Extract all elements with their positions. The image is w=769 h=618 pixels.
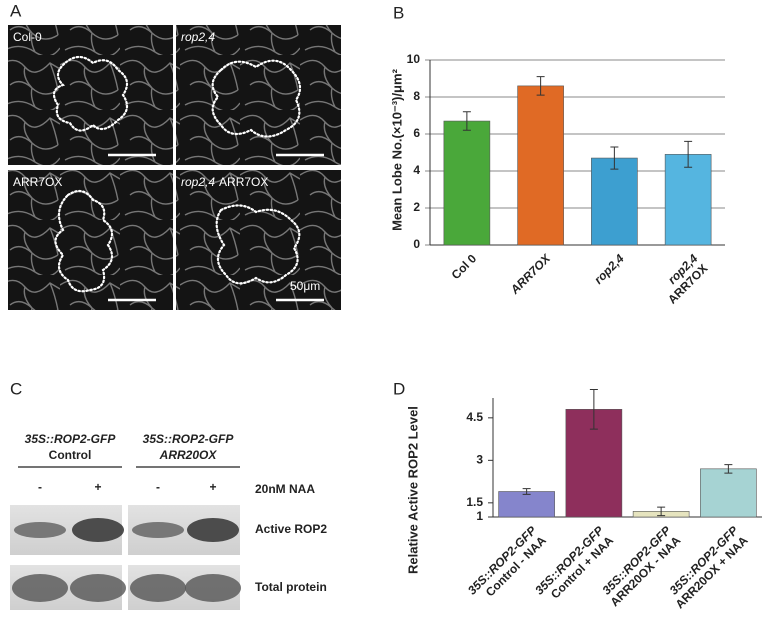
band (72, 518, 124, 542)
bar (443, 120, 491, 246)
y-tick-label: 2 (413, 200, 420, 214)
x-tick-label-line: rop2,4 (591, 251, 627, 287)
row-label: Total protein (255, 580, 327, 594)
error-bar (610, 146, 619, 170)
band (70, 574, 126, 602)
label-part: rop2,4 (181, 30, 215, 44)
band (185, 574, 241, 602)
panel-label: B (393, 3, 404, 22)
band (187, 518, 239, 542)
bar (517, 85, 564, 246)
group-label: Control (49, 448, 92, 462)
cell-outline (52, 55, 129, 132)
y-tick-label: 4 (413, 163, 420, 177)
bar (700, 468, 757, 518)
x-tick-label: rop2,4 (591, 251, 627, 287)
y-tick-label: 0 (413, 237, 420, 251)
panel-label: D (393, 379, 405, 398)
group-label: ARR20OX (159, 448, 218, 462)
band (130, 574, 186, 602)
band (132, 522, 184, 538)
error-bar (462, 111, 471, 131)
error-bar (522, 488, 531, 495)
micrograph-label: Col-0 (13, 30, 42, 44)
x-tick-label-line: ARR7OX (507, 251, 554, 298)
y-tick-label: 1 (476, 509, 483, 523)
error-bar (589, 389, 598, 430)
bar (498, 491, 555, 518)
x-tick-label: Col 0 (449, 251, 480, 282)
panel-label: C (10, 379, 22, 398)
y-axis-label: Relative Active ROP2 Level (405, 406, 420, 574)
y-tick-label: 10 (407, 52, 421, 66)
band (12, 574, 68, 602)
y-tick-label: 3 (476, 453, 483, 467)
micrograph (8, 25, 173, 165)
bar (664, 154, 712, 246)
group-label: 35S::ROP2-GFP (25, 432, 117, 446)
label-part: Col-0 (13, 30, 42, 44)
micrograph (8, 170, 173, 310)
label-part: ARR7OX (219, 175, 268, 189)
micrographs: Col-0 rop2,4 ARR7OX rop2,4 ARR7OX 50μm (8, 25, 341, 310)
cell-outline (54, 189, 114, 293)
lane-label: + (94, 480, 101, 494)
micrograph-label: ARR7OX (13, 175, 62, 189)
x-tick-label-line: Col 0 (449, 251, 480, 282)
y-tick-label: 1.5 (466, 495, 483, 509)
error-bar (684, 140, 693, 168)
micrograph-label: rop2,4 ARR7OX (181, 175, 268, 189)
micrograph (176, 170, 341, 310)
y-tick-label: 4.5 (466, 410, 483, 424)
y-axis-label: Mean Lobe No.(×10⁻³)/μm² (389, 68, 404, 230)
lane-label: - (38, 480, 42, 494)
x-tick-label: ARR7OX (507, 251, 554, 298)
micrograph (176, 25, 341, 165)
y-tick-label: 6 (413, 126, 420, 140)
label-part: ARR7OX (13, 175, 62, 189)
error-bar (536, 76, 545, 96)
cell-outline (211, 59, 302, 138)
panel-label: A (10, 1, 22, 20)
group-label: 35S::ROP2-GFP (143, 432, 235, 446)
error-bar (657, 506, 666, 517)
cell-outline (215, 204, 301, 285)
micrograph-label: rop2,4 (181, 30, 215, 44)
bar (591, 157, 638, 246)
band (14, 522, 66, 538)
lane-label: + (209, 480, 216, 494)
label-part: rop2,4 (181, 175, 215, 189)
error-bar (724, 464, 733, 474)
y-tick-label: 8 (413, 89, 420, 103)
row-label: Active ROP2 (255, 522, 327, 536)
treatment-label: 20nM NAA (255, 482, 315, 496)
lane-label: - (156, 480, 160, 494)
scale-label: 50μm (290, 279, 320, 293)
